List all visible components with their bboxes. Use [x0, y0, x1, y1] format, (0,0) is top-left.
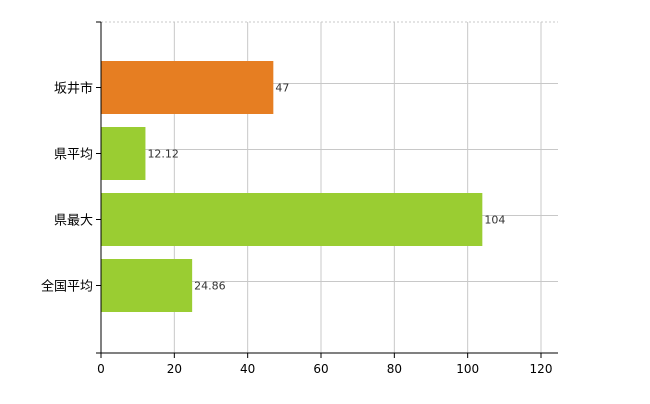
bar [101, 259, 193, 312]
x-tick-label: 60 [313, 362, 328, 376]
category-label: 県平均 [54, 148, 93, 163]
bar [101, 127, 146, 180]
x-tick-label: 80 [387, 362, 402, 376]
category-label: 県最大 [54, 214, 93, 229]
bar [101, 193, 483, 246]
x-tick-label: 0 [97, 362, 105, 376]
data-label: 104 [484, 214, 505, 227]
bars-layer [101, 61, 483, 312]
bar [101, 61, 274, 114]
data-label: 47 [275, 82, 289, 95]
axes-layer [96, 21, 558, 358]
category-label: 全国平均 [41, 279, 93, 295]
data-label: 24.86 [194, 280, 226, 293]
data-label: 12.12 [147, 148, 179, 161]
x-tick-label: 120 [530, 362, 553, 376]
x-tick-label: 100 [456, 362, 479, 376]
x-tick-label: 20 [167, 362, 182, 376]
x-tick-label: 40 [240, 362, 255, 376]
category-label: 坂井市 [54, 81, 93, 97]
